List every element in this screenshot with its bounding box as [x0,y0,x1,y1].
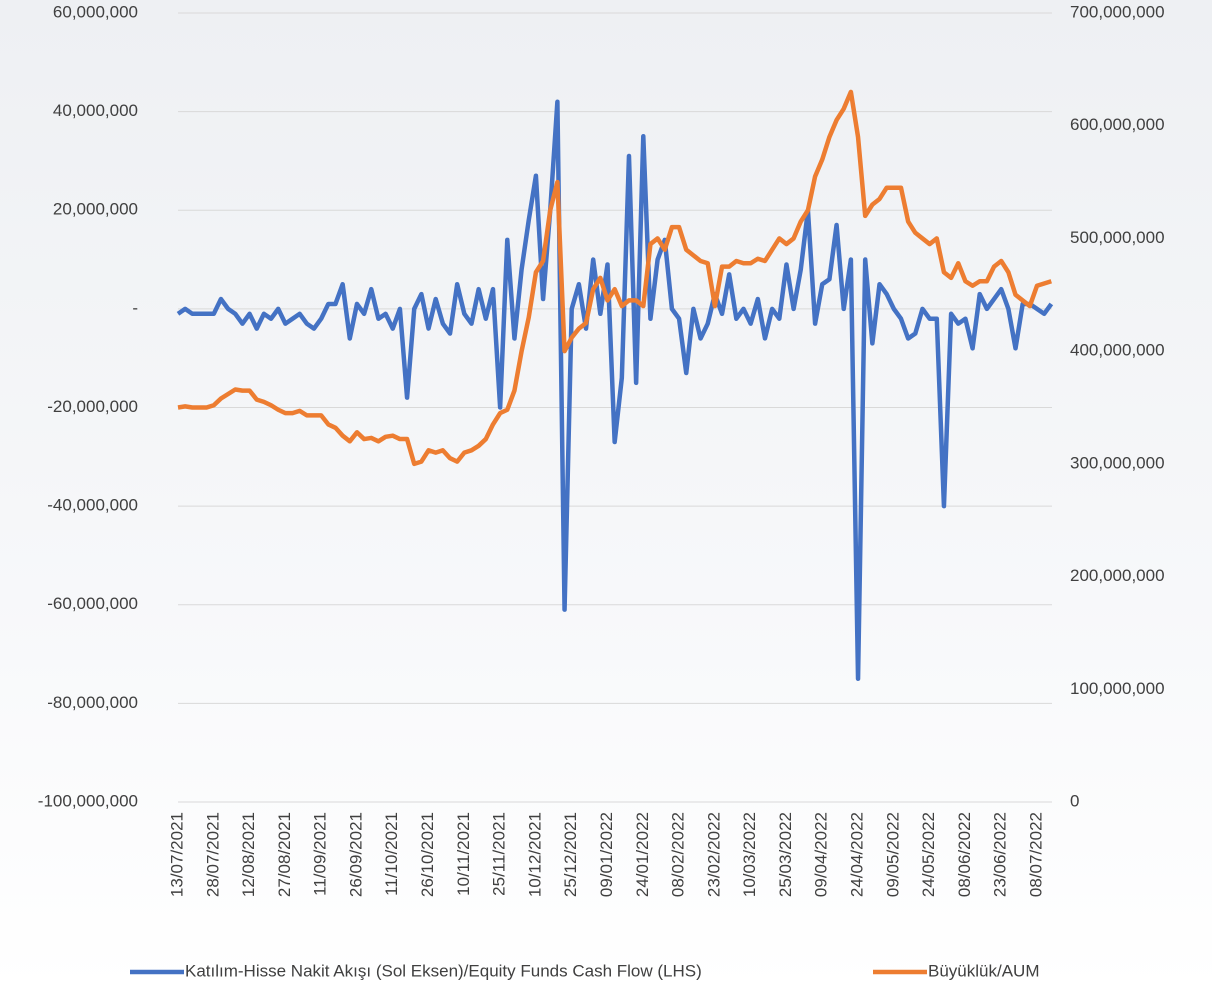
y2-tick-label: 500,000,000 [1070,228,1165,247]
x-tick-label: 10/11/2021 [454,812,473,896]
legend-label: Büyüklük/AUM [928,961,1039,980]
y-tick-label: -80,000,000 [47,693,138,712]
y-tick-label: 60,000,000 [53,2,138,21]
y-tick-label: 40,000,000 [53,101,138,120]
y-tick-label: 20,000,000 [53,200,138,219]
series-line [177,89,1052,467]
x-tick-label: 09/05/2022 [883,812,902,897]
x-tick-label: 10/03/2022 [740,812,759,897]
y2-tick-label: 0 [1070,791,1079,810]
y2-tick-label: 300,000,000 [1070,453,1165,472]
x-tick-label: 11/10/2021 [382,812,401,896]
x-tick-label: 24/05/2022 [919,812,938,897]
x-tick-label: 25/11/2021 [490,812,509,896]
x-tick-label: 24/04/2022 [848,812,867,897]
y2-tick-label: 700,000,000 [1070,2,1165,21]
x-tick-label: 11/09/2021 [311,812,330,896]
x-tick-label: 27/08/2021 [275,812,294,897]
x-tick-label: 28/07/2021 [203,812,222,897]
x-tick-label: 26/10/2021 [418,812,437,897]
x-tick-label: 25/03/2022 [776,812,795,897]
y-tick-label: -60,000,000 [47,594,138,613]
x-tick-label: 23/02/2022 [704,812,723,897]
y-tick-label: -20,000,000 [47,397,138,416]
y-tick-label: - [132,298,138,317]
y2-tick-label: 200,000,000 [1070,566,1165,585]
x-tick-label: 09/01/2022 [597,812,616,897]
x-tick-label: 25/12/2021 [561,812,580,897]
x-tick-label: 26/09/2021 [346,812,365,897]
x-tick-label: 08/06/2022 [955,812,974,897]
x-tick-label: 24/01/2022 [633,812,652,897]
x-tick-label: 09/04/2022 [812,812,831,897]
x-tick-label: 23/06/2022 [991,812,1010,897]
y-tick-label: -100,000,000 [38,791,138,810]
y-tick-label: -40,000,000 [47,496,138,515]
x-tick-label: 12/08/2021 [239,812,258,897]
x-tick-label: 08/07/2022 [1026,812,1045,897]
x-tick-label: 08/02/2022 [669,812,688,897]
x-tick-label: 10/12/2021 [525,812,544,897]
y2-tick-label: 100,000,000 [1070,679,1165,698]
series-line [176,99,1054,681]
y2-tick-label: 400,000,000 [1070,341,1165,360]
legend-label: Katılım-Hisse Nakit Akışı (Sol Eksen)/Eq… [185,961,702,980]
y2-tick-label: 600,000,000 [1070,115,1165,134]
x-tick-label: 13/07/2021 [167,812,186,897]
